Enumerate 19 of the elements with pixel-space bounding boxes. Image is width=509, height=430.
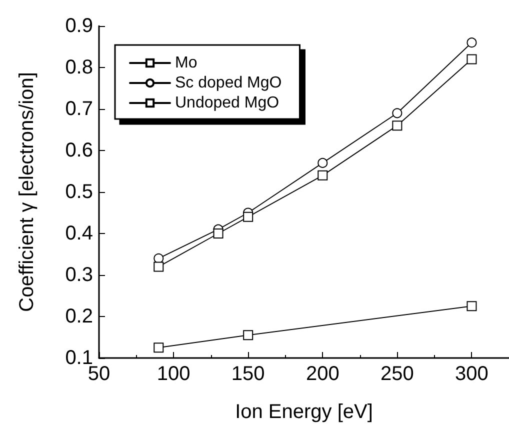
x-tick-label: 300 [455,363,488,385]
x-tick-label: 150 [231,363,265,385]
y-tick-label: 0.4 [65,222,93,244]
y-tick-label: 0.6 [65,140,93,162]
x-tick-label: 250 [380,363,414,385]
x-tick-label: 100 [156,363,190,385]
y-tick-label: 0.7 [65,98,93,120]
y-tick-label: 0.9 [65,15,93,37]
legend-label: Undoped MgO [175,94,280,112]
legend-label: Mo [175,54,198,72]
y-axis-title: Coefficient γ [electrons/ion] [16,72,38,312]
legend-label: Sc doped MgO [175,74,282,92]
x-tick-label: 50 [88,363,110,385]
x-axis-title: Ion Energy [eV] [235,401,373,423]
y-tick-label: 0.5 [65,181,93,203]
y-tick-label: 0.2 [65,306,93,328]
y-tick-label: 0.3 [65,264,93,286]
y-tick-label: 0.8 [65,56,93,78]
x-tick-label: 200 [306,363,340,385]
